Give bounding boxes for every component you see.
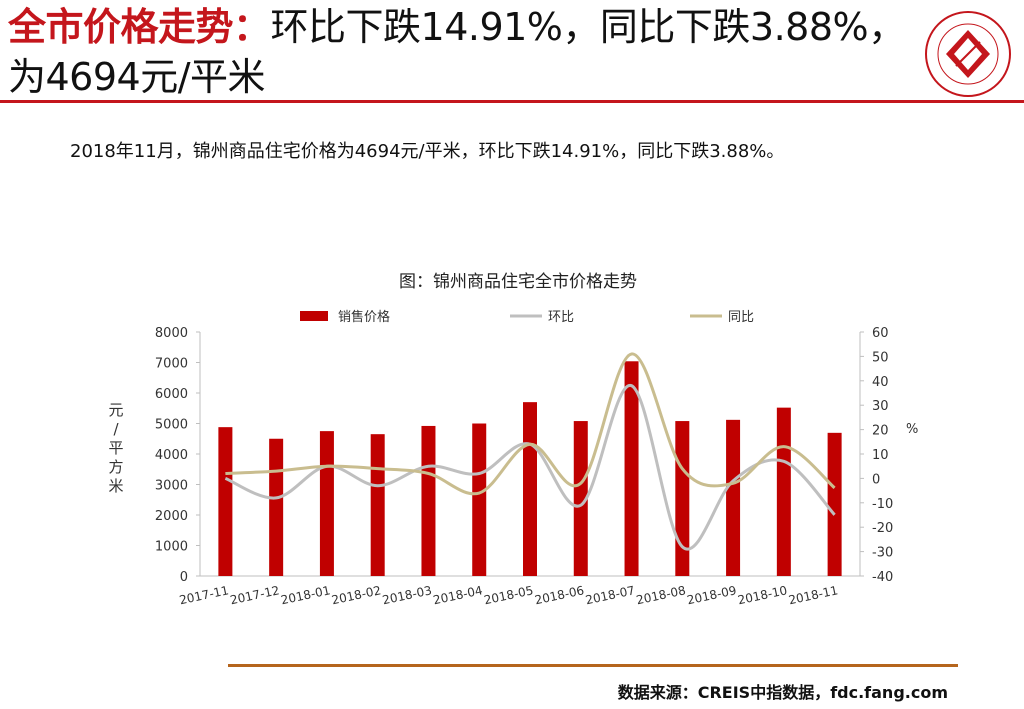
x-tick-label: 2018-07 [584,583,636,607]
x-tick-label: 2017-11 [178,583,230,607]
y-right-tick-label: 20 [872,424,889,439]
title-divider [0,100,1024,103]
legend-swatch-bar [300,311,328,321]
y-right-tick-label: 0 [872,472,880,487]
chart-title: 图：锦州商品住宅全市价格走势 [399,272,637,292]
price-bar [319,431,334,576]
legend-label: 环比 [548,310,574,325]
x-tick-label: 2018-09 [686,583,738,607]
y-left-tick-label: 6000 [155,387,188,402]
x-tick-label: 2017-12 [229,583,281,607]
price-bar [573,421,588,576]
price-bar [370,434,385,576]
y-left-tick-label: 0 [180,570,188,585]
footer-divider [228,664,958,667]
y-left-tick-label: 8000 [155,326,188,341]
price-bar [827,432,842,576]
x-tick-label: 2018-05 [483,583,535,607]
yoy-change-line [225,352,836,496]
price-bar [472,423,487,576]
summary-text: 2018年11月，锦州商品住宅价格为4694元/平米，环比下跌14.91%，同比… [70,141,785,162]
y-left-tick-label: 4000 [155,448,188,463]
x-tick-label: 2018-10 [737,583,789,607]
x-tick-label: 2018-11 [787,583,839,607]
y-right-tick-label: -10 [872,497,893,512]
legend-label: 同比 [728,310,754,325]
legend-label: 销售价格 [338,309,390,325]
x-tick-label: 2018-06 [533,583,585,607]
x-tick-label: 2018-01 [280,583,332,607]
page-title: 全市价格走势：环比下跌14.91%，同比下跌3.88%，为4694元/平米 [8,2,908,102]
x-tick-label: 2018-04 [432,583,484,607]
y-left-tick-label: 2000 [155,509,188,524]
price-bar [776,407,791,576]
page-title-rest: 环比下跌14.91%，同比下跌3.88%，为4694元/平米 [8,5,906,99]
price-bar [218,427,233,576]
x-tick-label: 2018-08 [635,583,687,607]
y-right-tick-label: 30 [872,399,889,414]
y-left-tick-label: 1000 [155,540,188,555]
y-left-tick-label: 5000 [155,418,188,433]
data-source: 数据来源：CREIS中指数据，fdc.fang.com [617,683,948,702]
y-right-axis-label: % [906,422,918,437]
price-bar [624,361,639,576]
y-right-tick-label: 60 [872,326,889,341]
y-right-tick-label: -30 [872,546,893,561]
price-bar [523,402,537,576]
y-right-tick-label: 40 [872,375,889,390]
y-right-tick-label: -40 [872,570,893,585]
y-right-tick-label: -20 [872,521,893,536]
y-left-tick-label: 3000 [155,479,188,494]
page-title-highlight: 全市价格走势： [8,5,271,49]
china-index-academy-logo-icon [925,11,1011,97]
y-right-tick-label: 10 [872,448,889,463]
price-bar [421,425,436,576]
y-left-axis-label: 元/平方米 [108,401,123,495]
y-left-tick-label: 7000 [155,357,188,372]
price-bar [726,419,741,576]
x-tick-label: 2018-02 [330,583,382,607]
x-tick-label: 2018-03 [381,583,433,607]
price-bar [675,421,690,576]
price-bar [269,438,284,576]
y-right-tick-label: 50 [872,350,889,365]
